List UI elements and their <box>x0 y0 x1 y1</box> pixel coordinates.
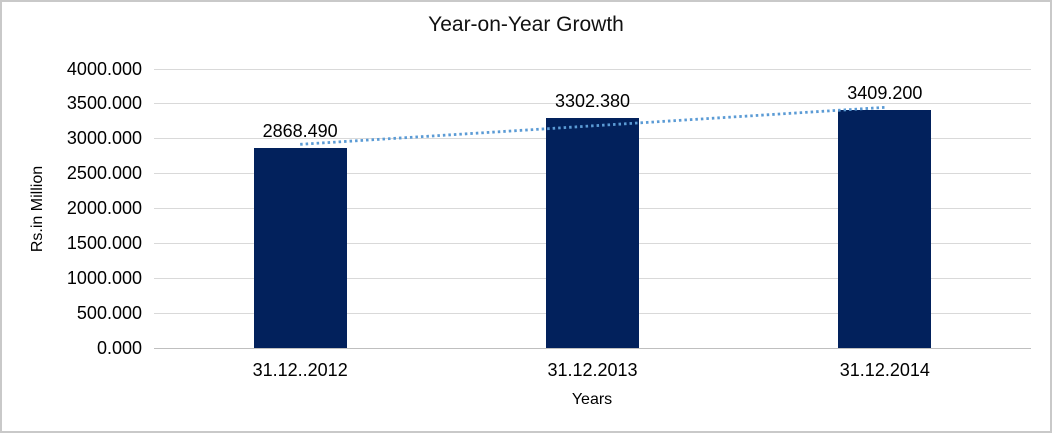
gridline <box>154 103 1031 105</box>
bar <box>253 147 347 348</box>
y-tick-label: 4000.000 <box>66 58 142 79</box>
x-tick-label: 31.12..2012 <box>252 360 348 380</box>
gridline <box>154 68 1031 70</box>
y-tick-label: 0.000 <box>96 337 142 358</box>
chart-title: Year-on-Year Growth <box>428 13 624 36</box>
bar <box>546 117 639 348</box>
y-tick-label: 500.000 <box>76 302 142 323</box>
y-tick-label: 1500.000 <box>66 232 142 253</box>
plot-area: 2868.490 3302.380 3409.200 <box>154 68 1031 349</box>
y-tick-label: 3000.000 <box>66 128 142 149</box>
y-tick-label: 3500.000 <box>66 93 142 114</box>
x-axis-line <box>154 347 1031 349</box>
y-tick-label: 1000.000 <box>66 267 142 288</box>
bar-data-label: 3302.380 <box>554 90 631 111</box>
y-tick-label: 2500.000 <box>66 163 142 184</box>
bar-data-label: 2868.490 <box>262 120 338 141</box>
x-tick-label: 31.12.2014 <box>839 360 930 380</box>
x-axis-title: Years <box>571 391 613 408</box>
y-tick-label: 2000.000 <box>66 198 142 218</box>
bar-data-label: 3409.200 <box>847 83 923 104</box>
x-tick-label: 31.12.2013 <box>547 360 638 380</box>
bar <box>838 110 932 348</box>
